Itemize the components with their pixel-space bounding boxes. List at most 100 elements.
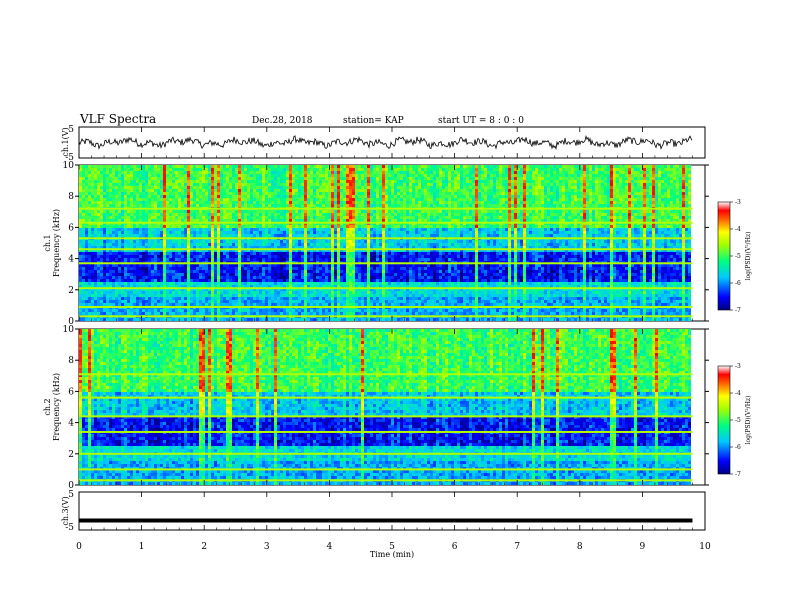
ch1-spectrogram-cell	[241, 171, 244, 174]
ch1-spectrogram-cell	[88, 180, 91, 183]
ch1-spectrogram-cell	[250, 210, 253, 213]
ch1-spectrogram-cell	[184, 225, 187, 228]
ch1-spectrogram-cell	[541, 198, 544, 201]
ch1-spectrogram-cell	[169, 171, 172, 174]
ch1-spectrogram-cell	[475, 204, 478, 207]
ch1-spectrogram-cell	[415, 171, 418, 174]
ch1-spectrogram-cell	[163, 186, 166, 189]
ch1-spectrogram-cell	[313, 189, 316, 192]
ch1-spectrogram-cell	[613, 198, 616, 201]
ch1-spectrogram-cell	[133, 204, 136, 207]
ch1-spectrogram-cell	[685, 204, 688, 207]
ch1-spectrogram-cell	[595, 213, 598, 216]
ch1-spectrogram-cell	[202, 231, 205, 234]
ch1-spectrogram-cell	[517, 183, 520, 186]
ch1-spectrogram-cell	[115, 216, 118, 219]
ch1-spectrogram-cell	[268, 192, 271, 195]
ch1-spectrogram-cell	[592, 216, 595, 219]
ch1-spectrogram-cell	[535, 180, 538, 183]
ch1-spectrogram-cell	[331, 183, 334, 186]
ch1-spectrogram-cell	[334, 180, 337, 183]
ch1-spectrogram-cell	[445, 198, 448, 201]
ch1-spectrogram-cell	[328, 231, 331, 234]
ch1-spectrogram-cell	[319, 213, 322, 216]
ch1-spectrogram-cell	[682, 165, 685, 168]
ch1-spectrogram-cell	[445, 192, 448, 195]
ch1-spectrogram-cell	[490, 171, 493, 174]
ch1-spectrogram-cell	[595, 234, 598, 237]
ch1-spectrogram-cell	[163, 234, 166, 237]
ch1-spectrogram-cell	[607, 234, 610, 237]
ch1-spectrogram-cell	[682, 189, 685, 192]
ch1-spectrogram-cell	[352, 183, 355, 186]
ch1-spectrogram-cell	[136, 189, 139, 192]
ch1-spectrogram-cell	[247, 183, 250, 186]
ch1-spectrogram-cell	[556, 183, 559, 186]
ch1-spectrogram-cell	[103, 195, 106, 198]
ch1-spectrogram-cell	[373, 171, 376, 174]
ch1-spectrogram-cell	[280, 198, 283, 201]
ch1-spectrogram-cell	[391, 195, 394, 198]
ch1-spectrogram-cell	[601, 183, 604, 186]
ch1-spectrogram-cell	[580, 210, 583, 213]
ch1-spectrogram-cell	[229, 219, 232, 222]
ch1-spectrogram-cell	[148, 195, 151, 198]
ch1-spectrogram-cell	[256, 180, 259, 183]
ch1-spectrogram-cell	[604, 186, 607, 189]
ch1-spectrogram-cell	[625, 198, 628, 201]
ch1-spectrogram-cell	[385, 168, 388, 171]
ch1-spectrogram-cell	[319, 204, 322, 207]
ch1-spectrogram-cell	[547, 174, 550, 177]
ch1-spectrogram-cell	[235, 198, 238, 201]
ch1-spectrogram-cell	[232, 201, 235, 204]
ch1-spectrogram-cell	[571, 186, 574, 189]
ch1-spectrogram-cell	[208, 195, 211, 198]
ch1-spectrogram-cell	[382, 177, 385, 180]
ch1-spectrogram-cell	[109, 165, 112, 168]
ch1-spectrogram-cell	[88, 216, 91, 219]
ch1-spectrogram-cell	[532, 180, 535, 183]
ch1-spectrogram-cell	[115, 234, 118, 237]
ch1-spectrogram-cell	[313, 234, 316, 237]
ch1-spectrogram-cell	[469, 213, 472, 216]
ch1-spectrogram-cell	[673, 201, 676, 204]
ch1-spectrogram-cell	[331, 204, 334, 207]
ch1-spectrogram-cell	[490, 180, 493, 183]
ch1-spectrogram-cell	[139, 195, 142, 198]
ch1-spectrogram-cell	[586, 171, 589, 174]
ch1-spectrogram-cell	[115, 186, 118, 189]
ch1-spectrogram-cell	[571, 174, 574, 177]
ch1-spectrogram-cell	[526, 225, 529, 228]
ch1-spectrogram-cell	[568, 228, 571, 231]
ch1-spectrogram-cell	[340, 204, 343, 207]
ch1-spectrogram-cell	[556, 213, 559, 216]
ch1-spectrogram-cell	[277, 174, 280, 177]
ch1-spectrogram-cell	[589, 198, 592, 201]
ch1-spectrogram-cell	[613, 219, 616, 222]
ch1-spectrogram-cell	[85, 213, 88, 216]
ch1-spectrogram-cell	[439, 195, 442, 198]
ch1-spectrogram-cell	[442, 165, 445, 168]
ch1-spectrogram-cell	[487, 228, 490, 231]
ch1-spectrogram-cell	[145, 192, 148, 195]
ch1-spectrogram-cell	[538, 216, 541, 219]
ch1-spectrogram-cell	[448, 180, 451, 183]
ch1-spectrogram-cell	[289, 186, 292, 189]
ch1-spectrogram-cell	[613, 228, 616, 231]
ch1-spectrogram-cell	[136, 198, 139, 201]
ch1-spectrogram-cell	[91, 171, 94, 174]
ch1-spectrogram-cell	[412, 165, 415, 168]
ch1-spectrogram-cell	[262, 195, 265, 198]
ch1-spectrogram-cell	[442, 216, 445, 219]
ch1-spectrogram-cell	[136, 213, 139, 216]
ch1-spectrogram-cell	[628, 234, 631, 237]
ch1-spectrogram-cell	[640, 234, 643, 237]
ch1-spectrogram-cell	[664, 186, 667, 189]
ch1-spectrogram-cell	[418, 231, 421, 234]
ch1-spectrogram-cell	[292, 204, 295, 207]
ch1-spectrogram-cell	[568, 168, 571, 171]
ch1-spectrogram-cell	[190, 177, 193, 180]
ch1-spectrogram-cell	[385, 177, 388, 180]
ch1-spectrogram-cell	[310, 189, 313, 192]
ch1-spectrogram-cell	[196, 225, 199, 228]
